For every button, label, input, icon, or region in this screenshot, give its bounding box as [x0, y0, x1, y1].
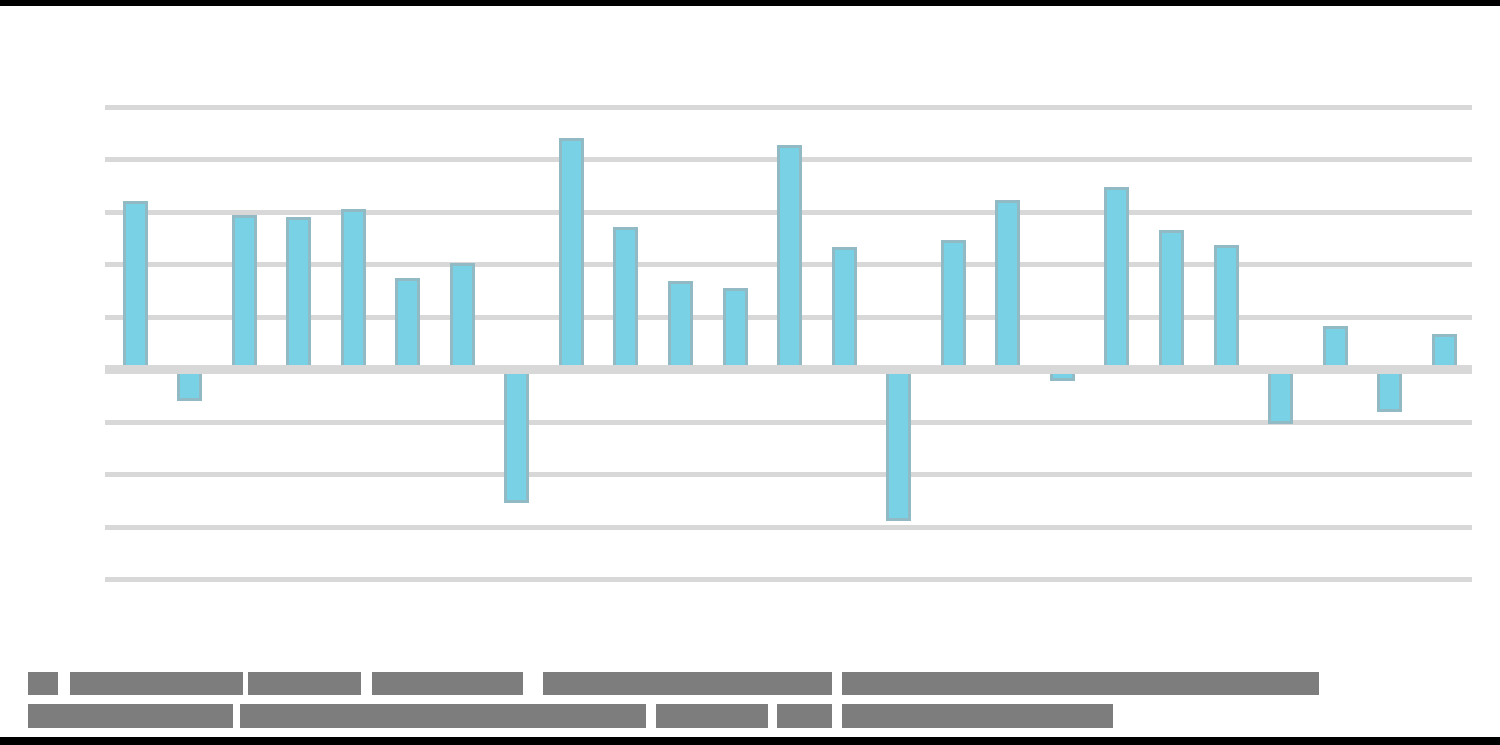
- zero-gridline: [105, 365, 1472, 374]
- caption-line-1-segment: [248, 672, 361, 695]
- gridline: [105, 419, 1472, 425]
- caption-line-2-segment: [28, 704, 233, 728]
- caption-line-1-segment: [28, 672, 58, 695]
- bar-22-negative: [1268, 366, 1294, 424]
- caption-line-1-segment: [842, 672, 1319, 695]
- bar-21-positive: [1213, 245, 1239, 373]
- bar-12-positive: [722, 287, 748, 373]
- gridline: [105, 577, 1472, 582]
- caption-line-1-segment: [372, 672, 523, 695]
- caption-line-1-segment: [70, 672, 243, 695]
- bar-11-positive: [668, 280, 693, 373]
- gridline: [105, 104, 1472, 110]
- bar-14-positive: [831, 246, 857, 373]
- bar-6-positive: [395, 277, 421, 373]
- bar-4-positive: [286, 216, 312, 373]
- bar-1-positive: [122, 201, 148, 373]
- bar-24-negative: [1377, 366, 1403, 412]
- bar-19-positive: [1104, 186, 1130, 373]
- bar-7-positive: [449, 263, 475, 373]
- bottom-edge-strip: [0, 737, 1500, 745]
- gridline: [105, 472, 1472, 477]
- caption-line-2-segment: [777, 704, 832, 728]
- bar-9-positive: [558, 138, 584, 373]
- bar-5-positive: [340, 209, 366, 373]
- top-edge-strip: [0, 0, 1500, 6]
- gridline: [105, 524, 1472, 530]
- caption-line-1-segment: [543, 672, 832, 695]
- caption-line-2-segment: [842, 704, 1113, 728]
- bar-20-positive: [1158, 230, 1184, 373]
- bar-10-positive: [613, 226, 639, 373]
- caption-line-2-segment: [656, 704, 768, 728]
- bar-15-negative: [886, 366, 912, 522]
- bar-3-positive: [231, 215, 257, 373]
- bar-17-positive: [995, 200, 1021, 373]
- bar-8-negative: [504, 366, 530, 504]
- bar-13-positive: [777, 144, 803, 373]
- bar-16-positive: [940, 239, 966, 373]
- caption-line-2-segment: [240, 704, 646, 728]
- bar-chart: [105, 104, 1472, 582]
